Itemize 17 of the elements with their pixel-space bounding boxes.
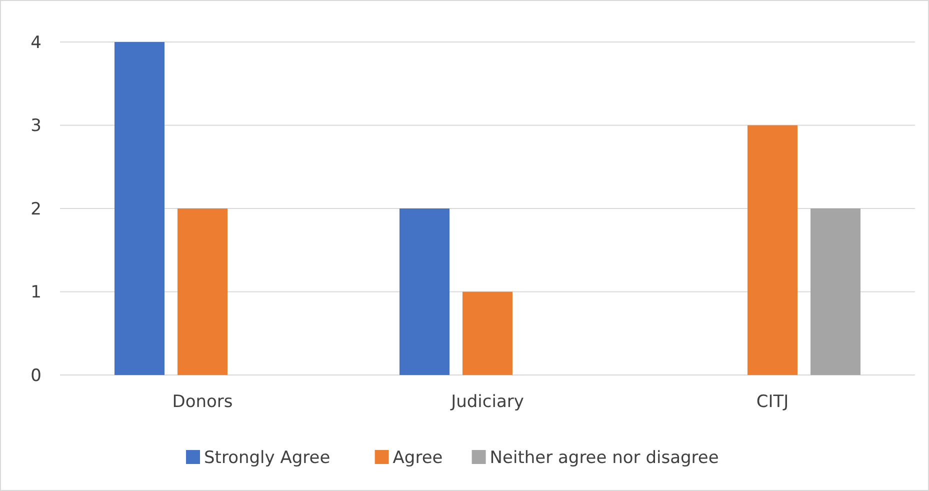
y-tick-label: 1 [30,282,42,303]
y-tick-label: 4 [30,32,42,53]
legend-label: Strongly Agree [204,448,330,468]
y-tick-label: 3 [30,116,42,136]
legend-label: Neither agree nor disagree [490,448,719,468]
bar [748,125,798,375]
y-tick-label: 2 [30,199,42,220]
x-tick-label: Donors [172,392,233,412]
x-tick-label: Judiciary [450,392,524,412]
bar [114,42,164,375]
x-tick-label: CITJ [756,392,789,412]
y-tick-label: 0 [30,366,42,386]
bar [462,292,512,375]
bar [400,208,450,375]
legend-label: Agree [392,448,443,468]
bar [178,208,228,375]
bar [810,208,860,375]
